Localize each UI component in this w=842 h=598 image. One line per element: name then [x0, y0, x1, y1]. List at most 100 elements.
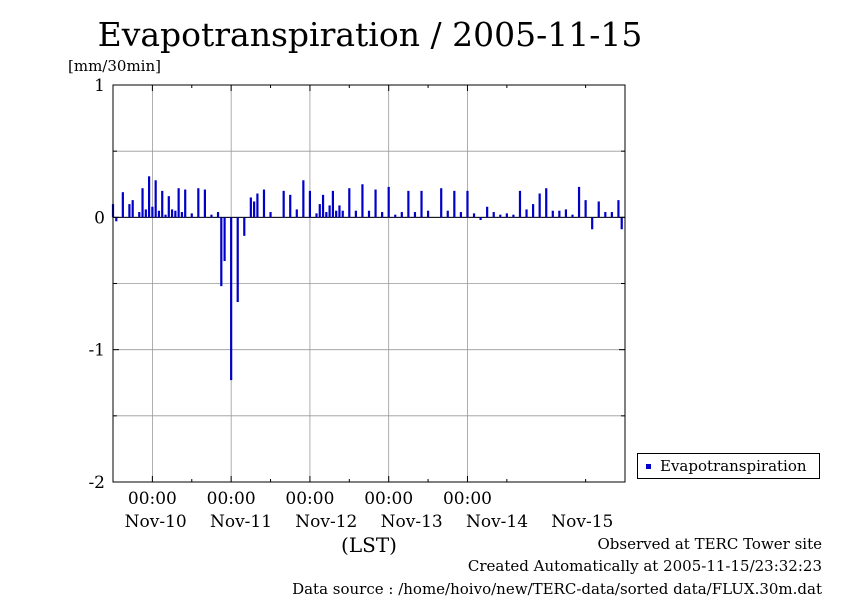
x-axis-label: (LST): [341, 533, 397, 557]
bar: [466, 190, 469, 218]
bar: [551, 210, 554, 218]
bar: [262, 189, 266, 218]
bar: [440, 188, 443, 218]
bar: [249, 197, 252, 218]
bar: [354, 210, 357, 218]
bar: [256, 193, 259, 218]
bar: [381, 212, 384, 218]
bar: [387, 186, 390, 218]
bar: [325, 212, 328, 218]
bar: [361, 184, 364, 218]
data-source-note: Data source : /home/hoivo/new/TERC-data/…: [292, 580, 822, 598]
bar: [128, 204, 131, 218]
bar: [154, 180, 157, 218]
bar: [220, 217, 223, 287]
bar: [167, 196, 170, 218]
bar: [308, 190, 312, 218]
bar: [230, 217, 233, 381]
bar: [617, 200, 620, 218]
bar: [584, 200, 587, 218]
bar: [121, 192, 124, 218]
bar: [243, 217, 246, 236]
x-day-label: Nov-10: [125, 512, 187, 532]
bar: [190, 213, 193, 218]
x-time-label: 00:00: [364, 489, 413, 509]
x-day-label: Nov-11: [210, 512, 272, 532]
bar: [164, 214, 167, 218]
bar: [413, 212, 417, 218]
bar: [289, 194, 292, 218]
bar: [532, 204, 535, 218]
observed-note: Observed at TERC Tower site: [597, 535, 822, 553]
bar: [400, 212, 403, 218]
bar: [157, 210, 161, 218]
bar: [180, 212, 184, 218]
bar: [295, 209, 298, 218]
bar: [453, 190, 456, 218]
bar: [210, 214, 213, 218]
bar: [282, 190, 285, 218]
bar: [138, 212, 141, 218]
bar: [177, 188, 180, 218]
y-tick-label: 1: [94, 76, 105, 96]
bar: [577, 186, 581, 218]
gridlines: [113, 85, 625, 482]
bar: [538, 193, 541, 218]
bar: [302, 180, 305, 218]
bar: [144, 209, 147, 218]
bar: [525, 209, 528, 218]
bar: [571, 214, 574, 218]
bar: [505, 213, 508, 218]
bar: [512, 214, 515, 218]
bar: [564, 209, 568, 218]
x-day-label: Nov-13: [381, 512, 443, 532]
bar: [203, 189, 206, 218]
bar: [591, 217, 594, 230]
bar: [197, 188, 200, 218]
bar: [446, 210, 449, 218]
bar: [318, 204, 321, 218]
bar: [115, 217, 118, 222]
legend: Evapotranspiration: [637, 453, 820, 479]
bar: [426, 210, 430, 218]
chart-title: Evapotranspiration / 2005-11-15: [98, 15, 643, 54]
bar: [479, 217, 482, 220]
bar: [223, 217, 226, 262]
y-tick-label: -2: [88, 473, 105, 493]
bar: [335, 210, 338, 218]
bar: [348, 188, 351, 218]
bar: [459, 212, 462, 218]
bar: [161, 190, 164, 218]
created-note: Created Automatically at 2005-11-15/23:3…: [467, 557, 822, 575]
bar: [131, 200, 134, 218]
bar: [269, 212, 272, 218]
x-time-label: 00:00: [207, 489, 256, 509]
bar: [472, 213, 476, 218]
bar: [499, 214, 502, 218]
bar: [367, 210, 371, 218]
bar: [394, 214, 397, 218]
legend-swatch: [646, 463, 651, 469]
bar: [174, 210, 177, 218]
bar: [328, 205, 331, 218]
bar: [341, 210, 344, 218]
bar: [253, 201, 256, 218]
bar: [545, 188, 548, 218]
bar: [492, 212, 495, 218]
bar: [597, 201, 600, 218]
bar: [151, 206, 154, 218]
legend-label: Evapotranspiration: [660, 457, 807, 475]
y-tick-label: -1: [88, 341, 105, 361]
bar: [604, 212, 607, 218]
bar: [518, 190, 522, 218]
bar: [148, 176, 151, 218]
bar: [407, 190, 410, 218]
x-day-label: Nov-14: [466, 512, 528, 532]
y-tick-label: 0: [94, 208, 105, 228]
bar: [338, 205, 341, 218]
bar: [558, 210, 561, 218]
x-time-label: 00:00: [443, 489, 492, 509]
bar: [315, 213, 318, 218]
bar: [331, 190, 334, 218]
